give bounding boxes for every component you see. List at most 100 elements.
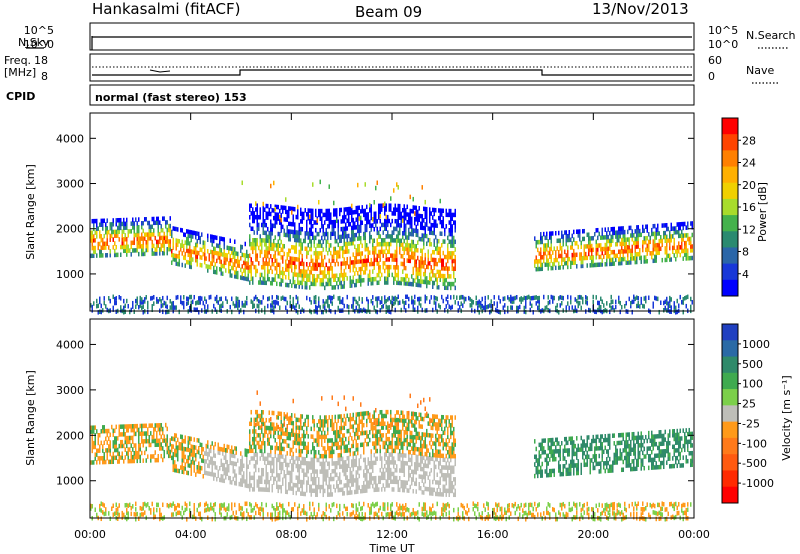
heatmap-cell xyxy=(429,276,431,281)
heatmap-cell xyxy=(574,260,576,265)
heatmap-cell xyxy=(153,507,155,512)
heatmap-cell xyxy=(333,231,335,236)
heatmap-cell xyxy=(297,436,299,442)
heatmap-cell xyxy=(268,211,270,217)
heatmap-cell xyxy=(348,233,350,239)
heatmap-cell xyxy=(396,238,398,243)
heatmap-cell xyxy=(439,258,441,263)
heatmap-cell xyxy=(424,252,426,258)
heatmap-cell xyxy=(202,458,204,464)
heatmap-cell xyxy=(559,242,561,247)
heatmap-cell xyxy=(246,276,248,282)
heatmap-cell xyxy=(441,294,443,300)
heatmap-cell xyxy=(132,248,134,253)
heatmap-cell xyxy=(384,218,386,224)
heatmap-cell xyxy=(286,252,288,257)
heatmap-cell xyxy=(303,510,305,515)
heatmap-cell xyxy=(123,248,125,254)
heatmap-cell xyxy=(300,219,302,224)
heatmap-cell xyxy=(522,297,524,302)
heatmap-cell xyxy=(300,464,302,469)
heatmap-cell xyxy=(154,427,156,432)
heatmap-cell xyxy=(405,231,407,236)
heatmap-cell xyxy=(387,257,389,262)
heatmap-cell xyxy=(667,238,669,243)
heatmap-cell xyxy=(240,466,242,472)
heatmap-cell xyxy=(666,249,668,255)
heatmap-cell xyxy=(613,226,615,232)
heatmap-cell xyxy=(267,512,269,517)
heatmap-cell xyxy=(561,253,563,259)
heatmap-cell xyxy=(157,231,159,237)
heatmap-cell xyxy=(396,265,398,270)
power-colorbar-swatch xyxy=(722,150,738,168)
heatmap-cell xyxy=(352,236,354,242)
heatmap-cell xyxy=(313,422,315,428)
heatmap-cell xyxy=(352,263,354,269)
heatmap-cell xyxy=(558,253,560,259)
heatmap-cell xyxy=(408,281,410,287)
heatmap-cell xyxy=(144,423,146,429)
heatmap-cell xyxy=(561,295,563,300)
heatmap-cell xyxy=(337,250,339,255)
heatmap-cell xyxy=(345,207,347,212)
heatmap-cell xyxy=(315,449,317,455)
heatmap-cell xyxy=(250,226,252,232)
heatmap-cell xyxy=(313,453,315,459)
heatmap-cell xyxy=(520,296,522,301)
heatmap-cell xyxy=(168,246,170,252)
heatmap-cell xyxy=(411,247,413,252)
heatmap-cell xyxy=(205,459,207,464)
heatmap-cell xyxy=(300,511,302,516)
heatmap-cell xyxy=(450,254,452,260)
heatmap-cell xyxy=(171,436,173,441)
heatmap-cell xyxy=(127,515,129,520)
heatmap-cell xyxy=(351,304,353,309)
heatmap-cell xyxy=(120,252,122,258)
heatmap-cell xyxy=(250,409,252,415)
heatmap-cell xyxy=(454,258,456,264)
heatmap-cell xyxy=(177,445,179,450)
heatmap-cell xyxy=(484,307,486,313)
heatmap-cell xyxy=(642,243,644,249)
heatmap-cell xyxy=(399,211,401,217)
heatmap-cell xyxy=(150,296,152,301)
heatmap-cell xyxy=(174,436,176,442)
heatmap-cell xyxy=(333,294,335,300)
heatmap-cell xyxy=(309,277,311,283)
heatmap-cell xyxy=(316,254,318,260)
heatmap-cell xyxy=(318,262,320,268)
heatmap-cell xyxy=(244,452,246,457)
heatmap-cell xyxy=(333,285,335,290)
heatmap-cell xyxy=(604,307,606,313)
heatmap-cell xyxy=(171,301,173,306)
heatmap-cell xyxy=(355,255,357,261)
heatmap-cell xyxy=(418,267,420,272)
heatmap-cell xyxy=(613,230,615,236)
heatmap-cell xyxy=(94,440,96,446)
heatmap-cell xyxy=(183,247,185,253)
heatmap-cell xyxy=(301,449,303,454)
heatmap-cell xyxy=(253,237,255,243)
heatmap-cell xyxy=(276,294,278,300)
power-colorbar-tick-label: 4 xyxy=(742,268,749,281)
heatmap-cell xyxy=(396,272,398,278)
heatmap-cell xyxy=(342,300,344,305)
heatmap-cell xyxy=(111,233,113,239)
heatmap-cell xyxy=(282,205,284,210)
freq-frame xyxy=(89,53,695,82)
heatmap-cell xyxy=(210,506,212,511)
heatmap-cell xyxy=(222,451,224,456)
heatmap-cell xyxy=(253,505,255,511)
heatmap-cell xyxy=(241,275,243,281)
heatmap-cell xyxy=(256,257,258,262)
heatmap-cell xyxy=(631,244,633,250)
heatmap-cell xyxy=(292,245,294,250)
heatmap-cell xyxy=(655,246,657,252)
heatmap-cell xyxy=(262,215,264,220)
heatmap-cell xyxy=(148,236,150,241)
heatmap-cell xyxy=(256,433,258,438)
heatmap-cell xyxy=(261,471,263,477)
heatmap-cell xyxy=(388,234,390,239)
heatmap-cell xyxy=(675,226,677,231)
